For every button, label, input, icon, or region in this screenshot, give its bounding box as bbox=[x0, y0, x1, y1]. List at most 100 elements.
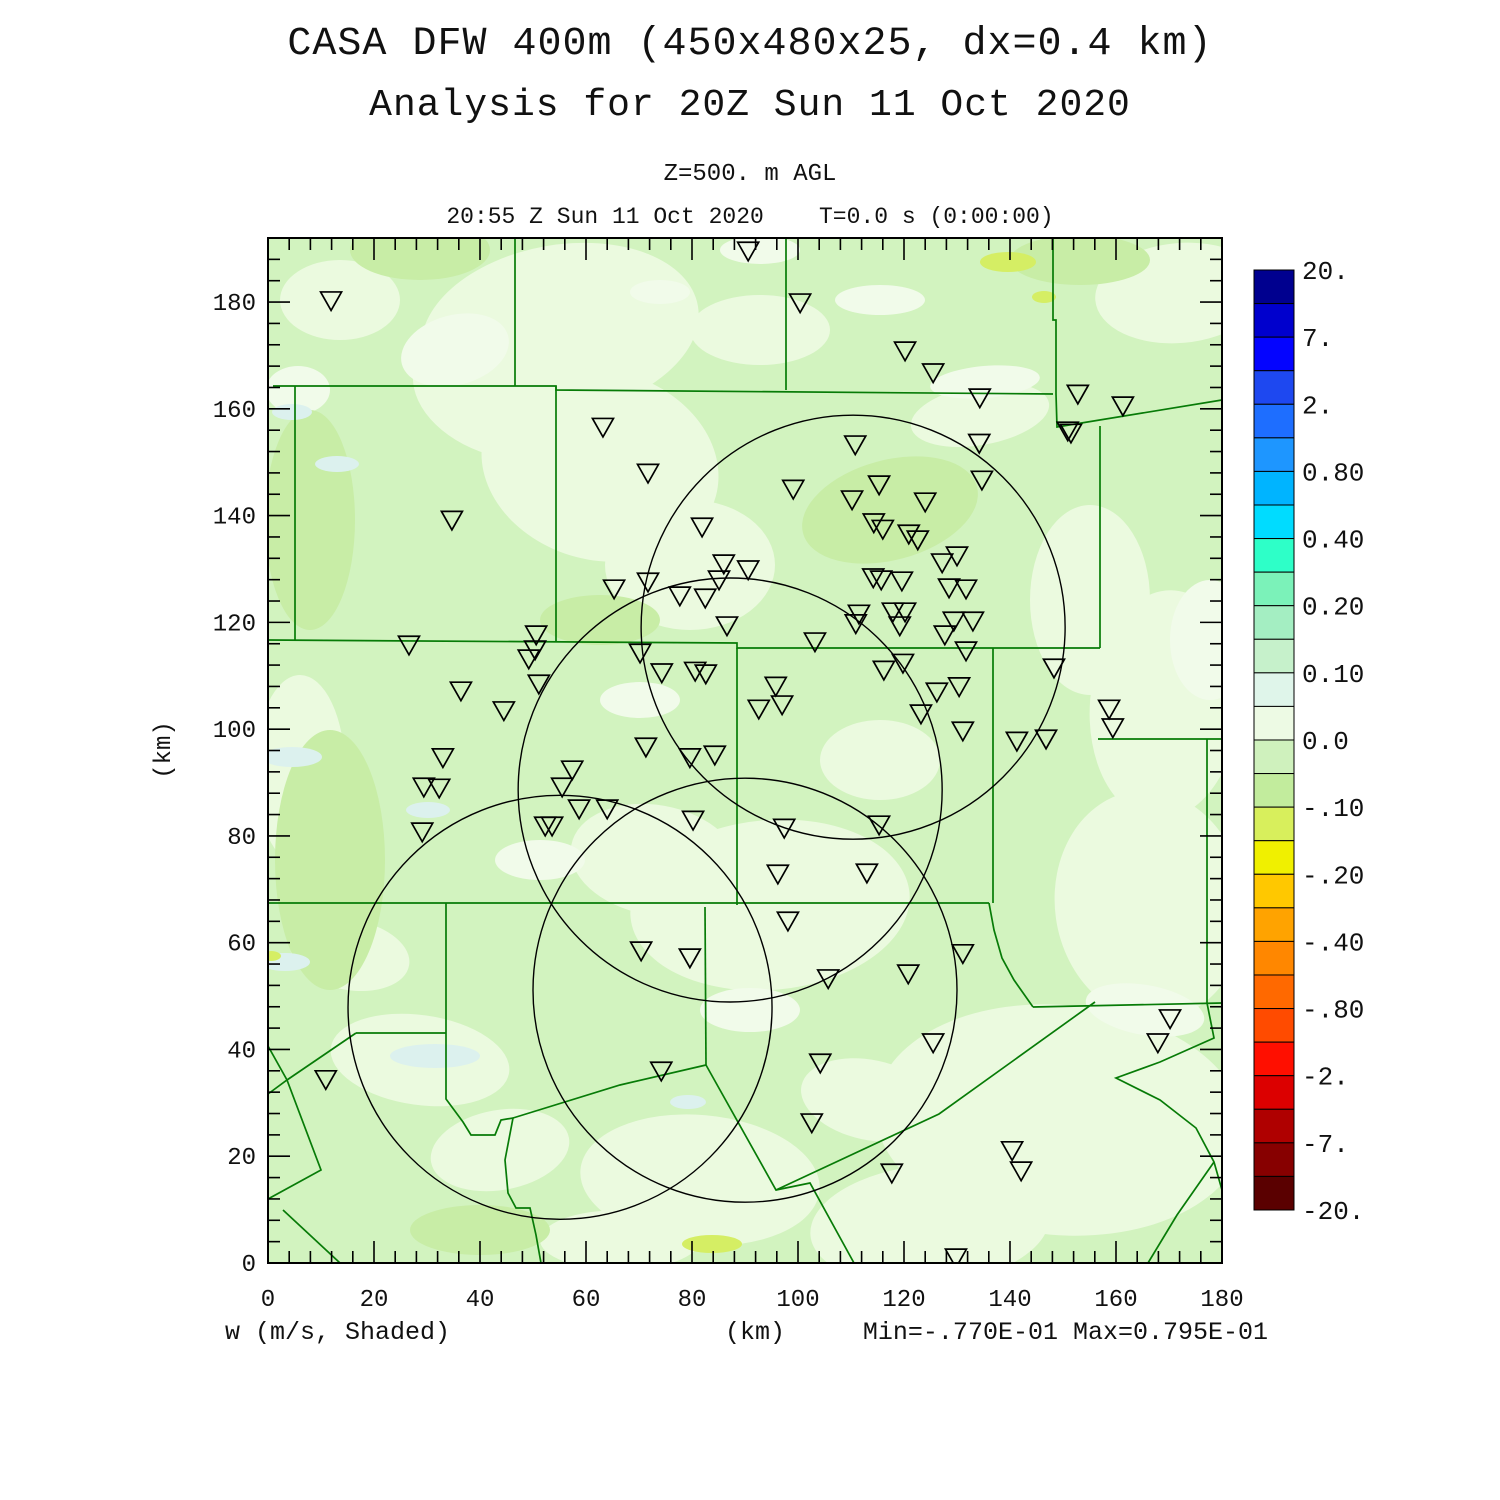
station-marker bbox=[540, 816, 565, 838]
colorbar-cell bbox=[1253, 705, 1295, 741]
station-marker bbox=[526, 674, 551, 696]
shade-blob-pale bbox=[570, 803, 740, 917]
colorbar-cell bbox=[1253, 605, 1295, 640]
colorbar-label: 0.40 bbox=[1302, 526, 1364, 556]
county-boundary bbox=[705, 1064, 855, 1263]
radar-range-ring bbox=[517, 577, 943, 1003]
station-marker bbox=[947, 677, 972, 699]
colorbar-label: 2. bbox=[1302, 391, 1333, 421]
colorbar-cell bbox=[1253, 571, 1295, 607]
field-caption: w (m/s, Shaded) bbox=[225, 1318, 451, 1347]
station-marker bbox=[1065, 384, 1090, 406]
shade-blob-yg bbox=[980, 252, 1036, 272]
page-title: CASA DFW 400m (450x480x25, dx=0.4 km) bbox=[287, 22, 1213, 67]
radar-range-rings-layer bbox=[347, 414, 1066, 1220]
station-marker bbox=[869, 570, 894, 592]
station-markers-layer bbox=[313, 241, 1183, 1263]
colorbar-cell bbox=[1253, 303, 1295, 338]
county-boundary bbox=[704, 906, 707, 1066]
station-marker bbox=[636, 463, 660, 485]
shade-blob-mint bbox=[1085, 983, 1205, 1037]
county-boundary bbox=[775, 1001, 1096, 1191]
shade-blob-deep bbox=[802, 456, 978, 564]
station-marker bbox=[930, 553, 955, 575]
station-marker bbox=[803, 632, 827, 654]
colorbar-cell bbox=[1253, 1108, 1295, 1144]
valid-time-label: 20:55 Z Sun 11 Oct 2020 T=0.0 s (0:00:00… bbox=[446, 204, 1054, 230]
shade-blob-deep bbox=[1010, 238, 1150, 285]
station-marker bbox=[1034, 729, 1058, 751]
shade-blob-blue bbox=[315, 456, 359, 472]
colorbar-cell bbox=[1253, 470, 1295, 506]
station-marker bbox=[788, 293, 813, 315]
shade-blob-blue bbox=[670, 1095, 706, 1109]
x-tick-label: 40 bbox=[466, 1287, 495, 1314]
station-marker bbox=[693, 588, 718, 610]
shade-blob-mint bbox=[930, 365, 1040, 399]
colorbar-label: -20. bbox=[1302, 1197, 1364, 1227]
station-marker bbox=[893, 341, 918, 363]
station-marker bbox=[1000, 1140, 1025, 1163]
station-marker bbox=[629, 941, 654, 963]
shade-blob-deep bbox=[540, 595, 660, 645]
shaded-field-layer bbox=[268, 238, 1222, 1263]
station-marker bbox=[879, 1163, 904, 1185]
county-boundary bbox=[512, 1064, 707, 1119]
county-boundary bbox=[1032, 1002, 1222, 1008]
station-marker bbox=[702, 745, 727, 767]
colorbar-label: -.20 bbox=[1302, 861, 1364, 891]
station-marker bbox=[867, 475, 892, 497]
station-marker bbox=[550, 777, 575, 799]
station-marker bbox=[896, 524, 921, 546]
radar-range-ring bbox=[347, 794, 773, 1220]
station-marker bbox=[427, 778, 452, 800]
station-marker bbox=[890, 653, 915, 675]
station-marker bbox=[491, 701, 516, 723]
station-marker bbox=[893, 602, 918, 624]
y-tick-label: 160 bbox=[213, 398, 256, 425]
shade-blob-blue bbox=[272, 404, 312, 420]
colorbar-cell bbox=[1253, 403, 1295, 439]
station-marker bbox=[649, 1061, 674, 1083]
station-marker bbox=[921, 1033, 946, 1055]
y-tick-label: 60 bbox=[227, 932, 256, 959]
station-marker bbox=[1145, 1033, 1170, 1055]
station-marker bbox=[707, 570, 731, 592]
station-marker bbox=[880, 602, 905, 624]
colorbar-label: -.40 bbox=[1302, 928, 1364, 958]
y-tick-label: 40 bbox=[227, 1038, 256, 1065]
station-marker bbox=[1055, 421, 1080, 443]
x-tick-label: 180 bbox=[1200, 1287, 1243, 1314]
x-tick-label: 20 bbox=[360, 1287, 389, 1314]
colorbar-cell bbox=[1253, 437, 1295, 472]
colorbar-cell bbox=[1253, 1075, 1295, 1110]
colorbar-cell bbox=[1253, 269, 1295, 305]
colorbar-cell bbox=[1253, 739, 1295, 775]
station-marker bbox=[397, 635, 421, 657]
station-marker bbox=[649, 663, 674, 685]
station-marker bbox=[924, 682, 949, 704]
radar-range-ring bbox=[640, 414, 1066, 840]
station-marker bbox=[1158, 1009, 1183, 1031]
shade-blob-mint bbox=[700, 988, 800, 1032]
colorbar-cell bbox=[1253, 806, 1295, 842]
shade-blob-blue bbox=[268, 747, 322, 767]
shade-blob-pale bbox=[605, 500, 775, 630]
x-tick-label: 80 bbox=[678, 1287, 707, 1314]
station-marker bbox=[439, 510, 464, 532]
y-tick-label: 120 bbox=[213, 611, 256, 638]
colorbar-cell bbox=[1253, 1175, 1295, 1211]
shade-blob-mint bbox=[630, 280, 690, 304]
station-marker bbox=[736, 560, 761, 582]
county-boundaries-layer bbox=[268, 238, 1222, 1263]
x-tick-label: 140 bbox=[988, 1287, 1031, 1314]
colorbar-cell bbox=[1253, 840, 1295, 875]
station-marker bbox=[595, 799, 620, 821]
shade-blob-deep bbox=[410, 1205, 550, 1255]
shade-blob-mint bbox=[835, 285, 925, 315]
colorbar-cell bbox=[1253, 638, 1295, 674]
x-tick-label: 120 bbox=[882, 1287, 925, 1314]
station-marker bbox=[313, 1069, 338, 1092]
plot-frame bbox=[267, 237, 1223, 1264]
station-marker bbox=[816, 969, 841, 991]
